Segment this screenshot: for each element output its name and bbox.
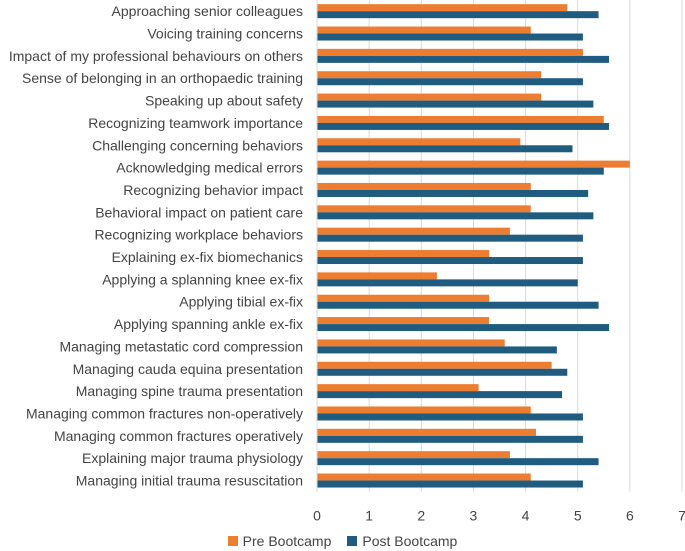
bar-pre [317,294,490,302]
bar-post [317,11,599,19]
bar-post [317,480,583,488]
bar-pre [317,205,531,213]
category-label: Managing spine trauma presentation [76,383,303,399]
category-label: Managing common fractures operatively [54,428,303,444]
bar-post [317,413,583,421]
category-label: Voicing training concerns [147,26,303,42]
category-label: Acknowledging medical errors [116,160,303,176]
bar-pre [317,4,568,12]
x-tick-label: 1 [365,508,373,524]
bar-pre [317,71,542,79]
bar-pre [317,451,510,459]
bar-post [317,458,599,466]
x-tick-label: 4 [522,508,530,524]
bar-post [317,122,609,130]
bar-post [317,346,557,354]
bar-post [317,100,594,108]
bar-pre [317,339,505,347]
bar-post [317,279,578,287]
bar-pre [317,26,531,34]
category-label: Recognizing workplace behaviors [94,227,303,243]
category-label: Speaking up about safety [145,93,303,109]
bar-pre [317,272,437,280]
category-label: Challenging concerning behaviors [92,137,303,153]
legend-swatch-post [347,536,358,546]
category-label: Managing initial trauma resuscitation [76,473,303,489]
x-tick-label: 2 [417,508,425,524]
category-label: Behavioral impact on patient care [95,204,303,220]
bar-post [317,78,583,86]
category-label: Applying tibial ex-fix [179,294,303,310]
legend-swatch-pre [227,536,238,546]
bar-pre [317,160,630,168]
bar-post [317,167,604,175]
bar-pre [317,250,490,258]
category-label: Recognizing teamwork importance [88,115,303,131]
category-label: Explaining major trauma physiology [82,450,303,466]
bar-pre [317,428,536,436]
bar-post [317,301,599,309]
legend-label-post: Post Bootcamp [362,533,458,549]
legend: Pre Bootcamp Post Bootcamp [0,533,685,549]
bar-post [317,212,594,220]
bar-post [317,368,568,376]
bar-pre [317,48,583,56]
category-label: Applying spanning ankle ex-fix [114,316,303,332]
x-tick-label: 0 [313,508,321,524]
category-label: Impact of my professional behaviours on … [9,48,303,64]
bar-post [317,234,583,242]
x-tick-label: 6 [626,508,634,524]
category-label: Sense of belonging in an orthopaedic tra… [22,70,303,86]
bar-post [317,257,583,265]
bar-pre [317,138,521,146]
bar-post [317,324,609,332]
legend-label-pre: Pre Bootcamp [242,533,332,549]
bar-post [317,435,583,443]
x-tick-label: 7 [678,508,685,524]
category-label: Managing common fractures non-operativel… [26,405,303,421]
bar-pre [317,384,479,392]
legend-item-post: Post Bootcamp [347,533,457,549]
category-label: Approaching senior colleagues [112,3,303,19]
category-label: Explaining ex-fix biomechanics [112,249,303,265]
category-label: Managing metastatic cord compression [59,338,303,354]
x-tick-label: 5 [574,508,582,524]
bar-pre [317,93,542,101]
bar-post [317,33,583,41]
bar-pre [317,115,604,123]
legend-item-pre: Pre Bootcamp [227,533,332,549]
bar-pre [317,473,531,481]
bar-post [317,55,609,63]
bar-pre [317,182,531,190]
bar-post [317,391,563,399]
bar-post [317,189,589,197]
bar-pre [317,406,531,414]
bar-post [317,145,573,153]
x-tick-label: 3 [470,508,478,524]
bar-pre [317,317,490,325]
category-label: Recognizing behavior impact [123,182,303,198]
bar-pre [317,227,510,235]
category-label: Applying a splanning knee ex-fix [102,271,303,287]
bar-pre [317,361,552,369]
category-label: Managing cauda equina presentation [73,361,303,377]
